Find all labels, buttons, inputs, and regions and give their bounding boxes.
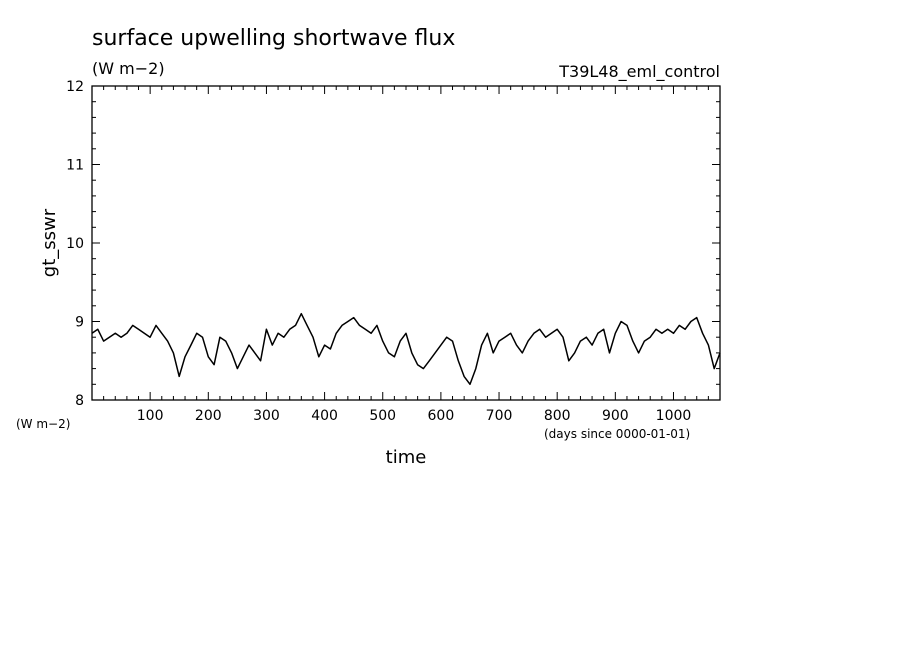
series-line bbox=[91, 312, 721, 386]
x-tick-label: 400 bbox=[311, 408, 338, 424]
x-tick-label: 200 bbox=[195, 408, 222, 424]
x-tick-label: 500 bbox=[369, 408, 396, 424]
y-tick-labels: 8 9 10 11 12 bbox=[66, 79, 84, 409]
x-tick-label: 700 bbox=[486, 408, 513, 424]
y-tick-label: 10 bbox=[66, 236, 84, 252]
axis-ticks bbox=[92, 86, 720, 400]
y-units-label: (W m−2) bbox=[16, 417, 70, 431]
x-tick-label: 300 bbox=[253, 408, 280, 424]
y-tick-label: 11 bbox=[66, 158, 84, 174]
x-tick-label: 100 bbox=[137, 408, 164, 424]
y-tick-label: 9 bbox=[75, 315, 84, 331]
y-tick-label: 12 bbox=[66, 79, 84, 95]
x-units-label: (days since 0000-01-01) bbox=[544, 427, 690, 441]
y-tick-label: 8 bbox=[75, 393, 84, 409]
x-tick-label: 800 bbox=[544, 408, 571, 424]
chart-units: (W m−2) bbox=[92, 59, 165, 78]
experiment-label: T39L48_eml_control bbox=[558, 62, 720, 82]
x-axis-label: time bbox=[386, 447, 427, 468]
y-axis-label: gt_sswr bbox=[39, 208, 60, 277]
x-tick-label: 1000 bbox=[656, 408, 692, 424]
chart-title: surface upwelling shortwave flux bbox=[92, 26, 455, 51]
x-tick-label: 900 bbox=[602, 408, 629, 424]
x-tick-labels: 100 200 300 400 500 600 700 800 900 1000 bbox=[137, 408, 692, 424]
x-tick-label: 600 bbox=[428, 408, 455, 424]
